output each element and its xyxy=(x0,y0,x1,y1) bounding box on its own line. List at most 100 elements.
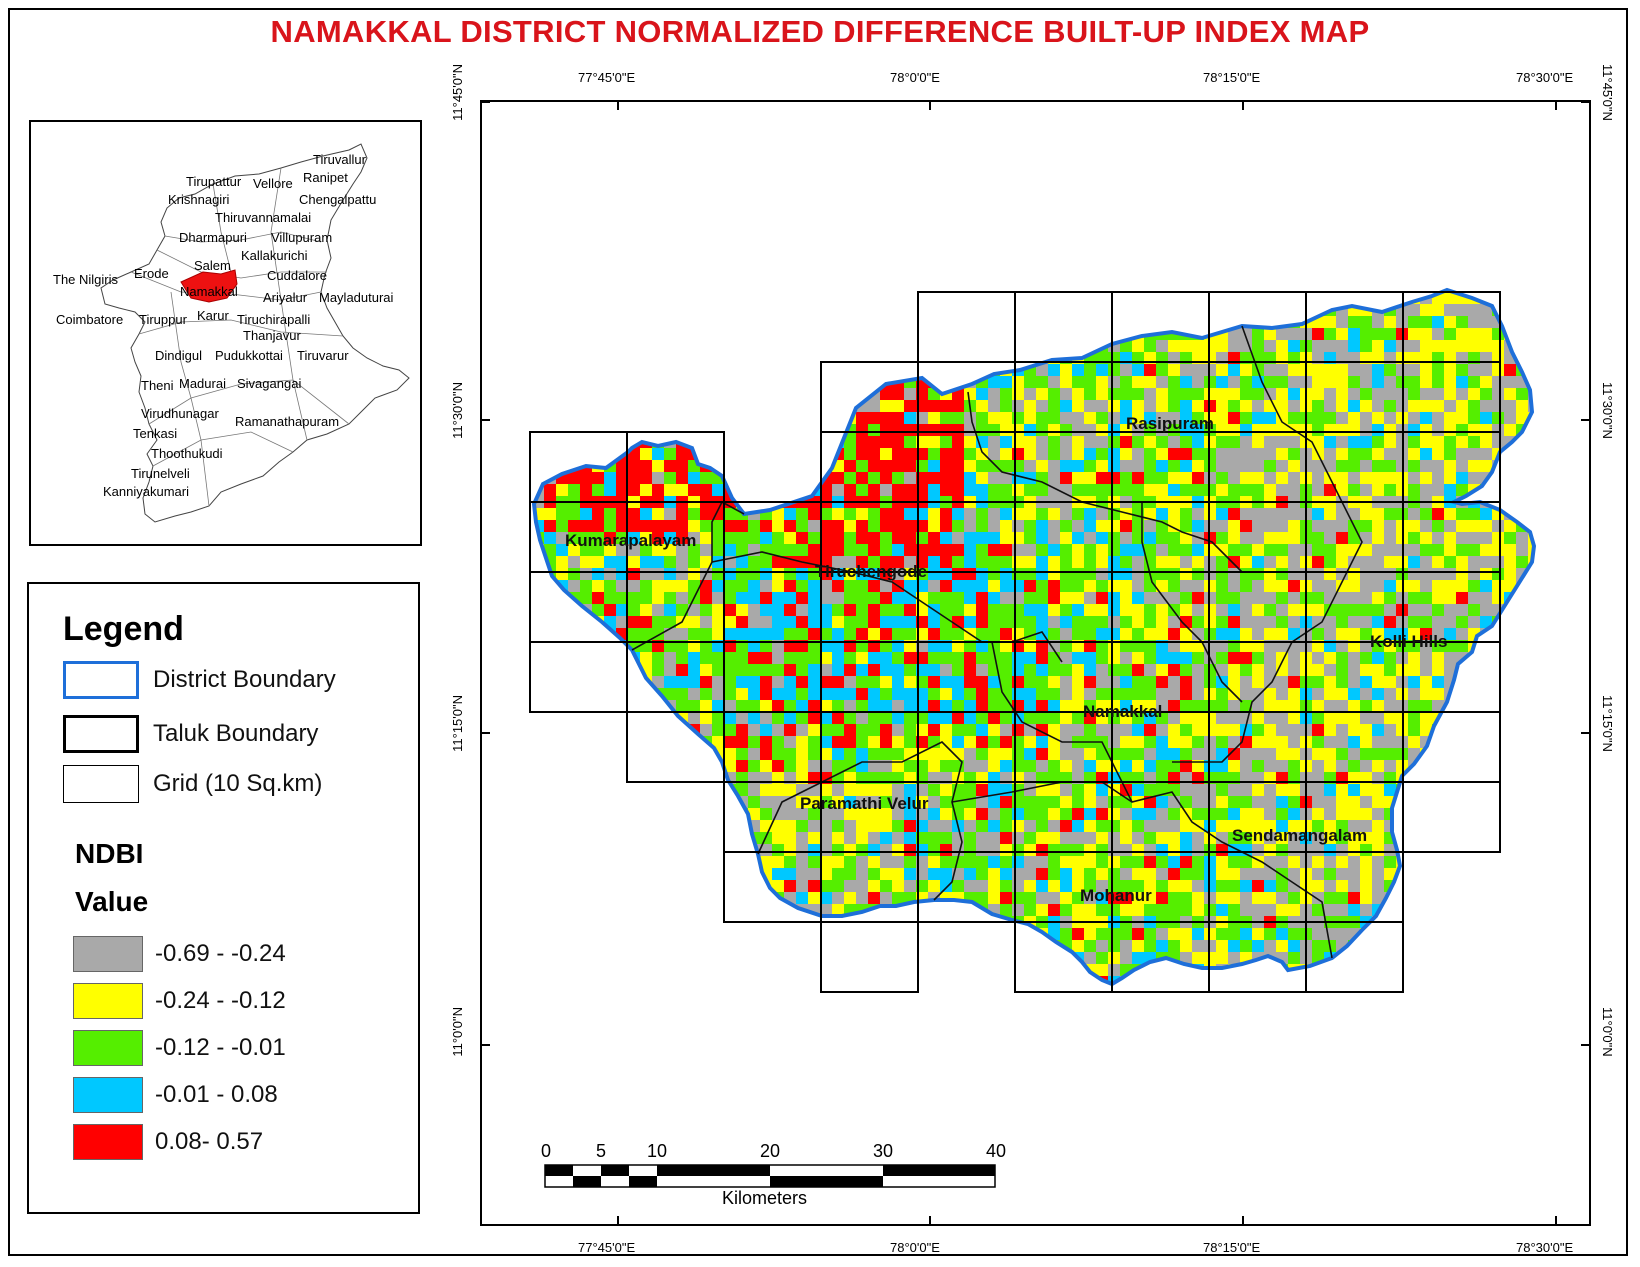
grid-cell xyxy=(820,921,919,993)
grid-cell xyxy=(1305,921,1404,993)
ndbi-class-row: 0.08- 0.57 xyxy=(73,1122,263,1162)
coord-bottom-label: 78°15'0"E xyxy=(1203,1240,1261,1255)
value-heading: Value xyxy=(75,886,149,917)
inset-label: Ariyalur xyxy=(263,290,308,305)
inset-label: Tirupattur xyxy=(186,174,242,189)
inset-map: Tiruvallur Tirupattur Vellore Ranipet Kr… xyxy=(29,120,422,546)
inset-label: Chengalpattu xyxy=(299,192,377,207)
inset-label: Villupuram xyxy=(271,230,333,245)
grid-swatch xyxy=(63,765,139,803)
coord-left-label: 11°15'0"N xyxy=(450,695,465,752)
tamil-nadu-outline xyxy=(100,143,410,523)
inset-label: Kanniyakumari xyxy=(103,484,189,499)
ndbi-class-swatch xyxy=(73,1077,143,1113)
inset-label: Cuddalore xyxy=(267,268,327,283)
legend-label: Grid (10 Sq.km) xyxy=(153,770,323,797)
taluk-boundary xyxy=(1172,325,1363,763)
legend-grid: Grid (10 Sq.km) xyxy=(63,764,322,804)
taluk-boundary xyxy=(631,500,745,651)
scale-bar-graphic xyxy=(544,1164,996,1188)
ndbi-class-label: 0.08- 0.57 xyxy=(155,1128,264,1155)
inset-label: Madurai xyxy=(179,376,226,391)
inset-label: Dharmapuri xyxy=(179,230,247,245)
taluk-label-namakkal: Namakkal xyxy=(1083,702,1163,721)
inset-label: Tenkasi xyxy=(133,426,178,441)
coord-top-label: 77°45'0"E xyxy=(578,70,636,85)
scale-tick: 0 xyxy=(541,1141,552,1161)
inset-label: Erode xyxy=(134,266,169,281)
scale-tick: 30 xyxy=(873,1141,894,1161)
scale-tick: 10 xyxy=(647,1141,668,1161)
inset-label: Kallakurichi xyxy=(241,248,308,263)
taluk-label-paramathi-velur: Paramathi Velur xyxy=(800,794,929,813)
inset-label: Krishnagiri xyxy=(168,192,230,207)
legend-label: Taluk Boundary xyxy=(153,720,319,747)
scale-tick: 20 xyxy=(760,1141,781,1161)
coord-top-label: 78°15'0"E xyxy=(1203,70,1261,85)
inset-label: Namakkal xyxy=(180,284,238,299)
coord-bottom-label: 77°45'0"E xyxy=(578,1240,636,1255)
taluk-label-tiruchengode: Tiruchengode xyxy=(815,562,928,581)
legend-district-boundary: District Boundary xyxy=(63,660,336,700)
ndbi-class-label: -0.69 - -0.24 xyxy=(155,940,286,967)
scale-tick: 40 xyxy=(986,1141,1007,1161)
legend-label: District Boundary xyxy=(153,666,336,693)
coord-top-label: 78°0'0"E xyxy=(890,70,940,85)
coord-left-label: 11°30'0"N xyxy=(450,382,465,439)
coord-bottom-label: 78°0'0"E xyxy=(890,1240,940,1255)
inset-label: Theni xyxy=(141,378,174,393)
legend-panel: Legend District Boundary Taluk Boundary … xyxy=(27,582,420,1214)
legend-title: Legend xyxy=(63,610,184,648)
inset-label: Thanjavur xyxy=(243,328,301,343)
grid-cells xyxy=(529,291,1501,993)
ndbi-class-swatch xyxy=(73,936,143,972)
inset-label: Tiruvarur xyxy=(297,348,349,363)
inset-label: Salem xyxy=(194,258,231,273)
map-frame-outer xyxy=(8,8,1628,1256)
taluk-label-kolli-hills: Kolli Hills xyxy=(1370,632,1448,651)
inset-label: Thoothukudi xyxy=(151,446,223,461)
taluk-label-rasipuram: Rasipuram xyxy=(1126,414,1214,433)
taluk-boundary xyxy=(951,781,1333,959)
coord-bottom-label: 78°30'0"E xyxy=(1516,1240,1574,1255)
inset-label: Karur xyxy=(197,308,229,323)
ndbi-class-swatch xyxy=(73,1030,143,1066)
ndbi-class-row: -0.01 - 0.08 xyxy=(73,1075,278,1115)
inset-label: Dindigul xyxy=(155,348,202,363)
district-boundary xyxy=(531,287,1537,987)
ndbi-class-row: -0.69 - -0.24 xyxy=(73,934,286,974)
ndbi-map xyxy=(482,101,1589,1224)
coord-left-label: 11°0'0"N xyxy=(450,1007,465,1057)
inset-label: Sivagangai xyxy=(237,376,302,391)
ndbi-class-swatch xyxy=(73,1124,143,1160)
coord-left-label: 11°45'0"N xyxy=(450,64,465,121)
coord-right-label: 11°45'0"N xyxy=(1600,64,1615,121)
taluk-label-kumarapalayam: Kumarapalayam xyxy=(565,531,697,550)
inset-label: Virudhunagar xyxy=(141,406,219,421)
coord-top-label: 78°30'0"E xyxy=(1516,70,1574,85)
grid-cell xyxy=(529,641,628,713)
main-map-frame xyxy=(480,100,1591,1226)
taluk-boundary xyxy=(991,641,1133,803)
inset-label: Coimbatore xyxy=(56,312,124,327)
coord-right-label: 11°15'0"N xyxy=(1600,695,1615,752)
ndbi-class-label: -0.24 - -0.12 xyxy=(155,987,286,1014)
inset-label: Mayladuturai xyxy=(319,290,394,305)
inset-label: Pudukkottai xyxy=(215,348,283,363)
taluk-label-sendamangalam: Sendamangalam xyxy=(1232,826,1368,845)
ndbi-class-swatch xyxy=(73,983,143,1019)
scale-unit: Kilometers xyxy=(722,1188,808,1208)
district-boundary-swatch xyxy=(63,661,139,699)
inset-label: Tiruchirapalli xyxy=(237,312,311,327)
inset-label: Ranipet xyxy=(303,170,348,185)
inset-label: Vellore xyxy=(253,176,293,191)
taluk-label-mohanur: Mohanur xyxy=(1080,886,1152,905)
inset-label: Ramanathapuram xyxy=(235,414,340,429)
taluk-boundary xyxy=(757,741,963,901)
taluk-boundary-swatch xyxy=(63,715,139,753)
ndbi-heading: NDBI xyxy=(75,838,144,869)
grid-cell xyxy=(1402,781,1501,853)
inset-label: Tirunelveli xyxy=(131,466,190,481)
ndbi-class-label: -0.01 - 0.08 xyxy=(155,1081,278,1108)
inset-label: The Nilgiris xyxy=(53,272,119,287)
